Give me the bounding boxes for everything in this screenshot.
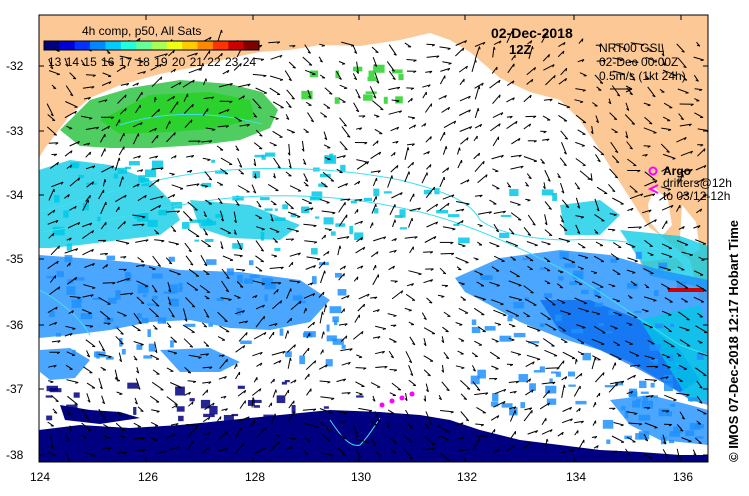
lon-tick-label: 134	[566, 470, 586, 484]
lat-tick-label: -38	[6, 448, 24, 462]
colorbar-title: 4h comp, p50, All Sats	[82, 24, 201, 38]
gulf-water	[648, 188, 672, 236]
colorbar-tick-label: 14	[66, 55, 80, 69]
lat-tick-label: -36	[6, 318, 24, 332]
sst-patches	[39, 64, 708, 462]
lon-tick-label: 130	[351, 470, 371, 484]
lat-tick-label: -37	[6, 382, 24, 396]
colorbar-tick-label: 15	[83, 55, 97, 69]
colorbar-tick-label: 13	[48, 55, 62, 69]
current-scale: 0.5m/s (1kt 24h)	[599, 69, 686, 83]
current-vectors	[46, 29, 708, 462]
colorbar-tick-label: 20	[172, 55, 186, 69]
lon-tick-label: 126	[138, 470, 158, 484]
longitude-axis: 124 126 128 130 132 134 136	[30, 15, 693, 484]
colorbar-tick-label: 22	[207, 55, 221, 69]
lon-tick-label: 136	[673, 470, 693, 484]
lat-tick-label: -34	[6, 188, 24, 202]
lat-tick-label: -32	[6, 59, 24, 73]
drifter-legend-icon	[647, 184, 659, 194]
argo-legend: Argo drifters@12h to 03/12-12h	[647, 164, 732, 203]
argo-float-track	[379, 391, 415, 408]
drifters-label: drifters@12h	[663, 176, 732, 190]
current-time: 02-Dec 00:00Z	[599, 55, 678, 69]
colorbar-tick-label: 21	[190, 55, 204, 69]
latitude-axis: -32 -33 -34 -35 -36 -37 -38	[6, 59, 708, 462]
drifters-to: to 03/12-12h	[663, 189, 730, 203]
lon-tick-label: 132	[457, 470, 477, 484]
plot-frame	[38, 14, 709, 463]
colorbar-tick-label: 23	[225, 55, 239, 69]
colorbar-tick-label: 19	[154, 55, 168, 69]
lon-tick-label: 128	[245, 470, 265, 484]
scale-arrow-icon	[610, 85, 633, 93]
colorbar-tick-label: 17	[119, 55, 133, 69]
map-date: 02-Dec-2018	[491, 25, 573, 41]
current-source: NRT00 GSL	[599, 41, 664, 55]
map-time: 12Z	[509, 42, 531, 57]
imos-credit: © IMOS 07-Dec-2018 12:17 Hobart Time	[726, 220, 741, 462]
colorbar-tick-label: 18	[137, 55, 151, 69]
colorbar-tick-label: 24	[243, 55, 257, 69]
lat-tick-label: -35	[6, 252, 24, 266]
lon-tick-label: 124	[30, 470, 50, 484]
colorbar-tick-label: 16	[101, 55, 115, 69]
colorbar: 4h comp, p50, All Sats 13 14 15 16 17 18 19 20 2…	[43, 24, 260, 69]
lat-tick-label: -33	[6, 124, 24, 138]
sst-contours	[39, 113, 708, 446]
argo-label: Argo	[663, 164, 691, 178]
australia-land	[39, 15, 708, 300]
